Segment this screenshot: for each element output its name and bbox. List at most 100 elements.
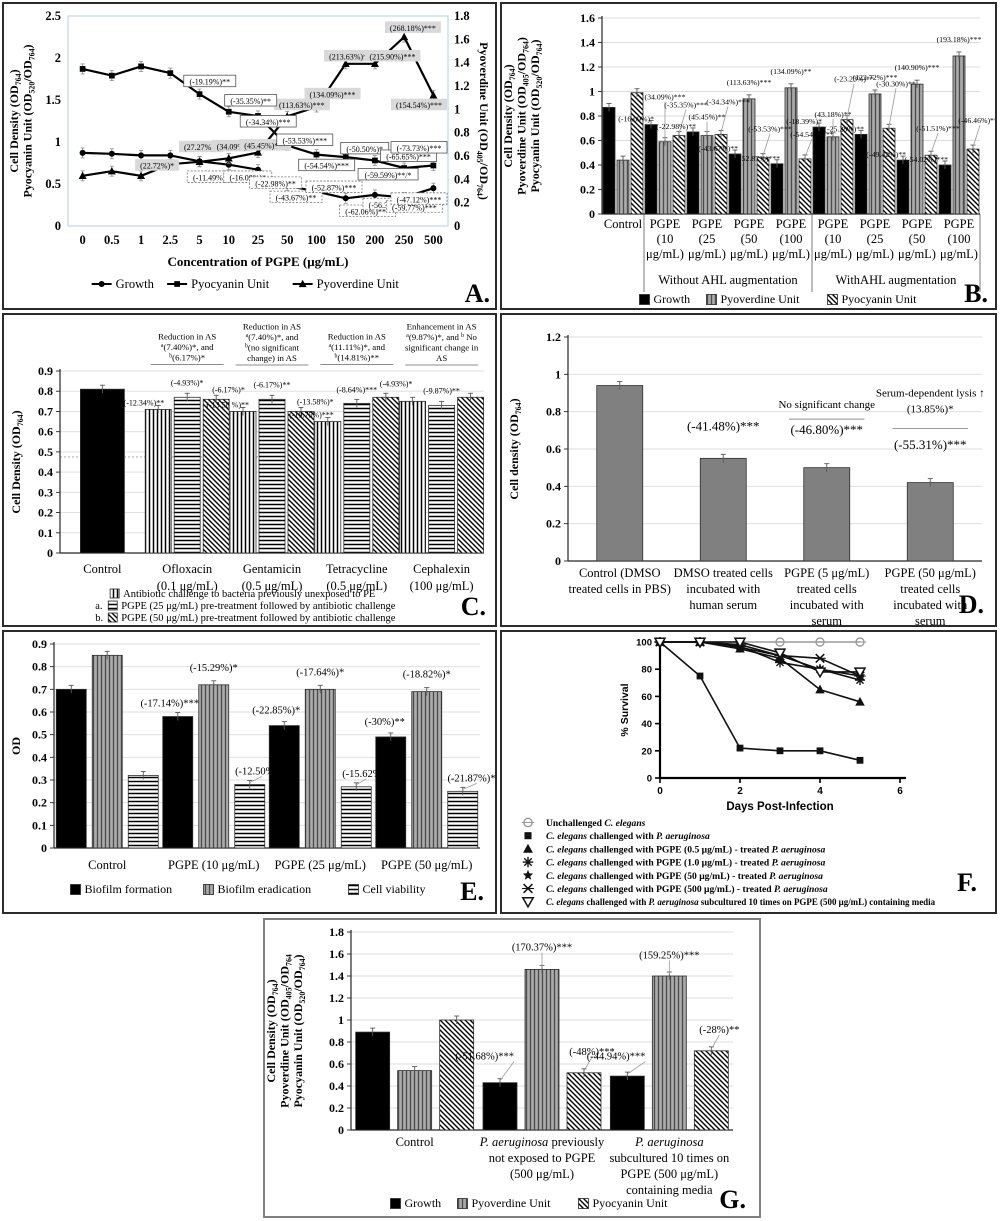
- svg-text:b(no significant: b(no significant: [245, 343, 300, 353]
- panel-G-chart: 0 0.2 0.4 0.6 0.8 1 1.2 1.4 1.6 1.8 Cell Density (…: [265, 925, 739, 1210]
- svg-text:a(7.40%)*, and: a(7.40%)*, and: [246, 332, 299, 342]
- svg-text:1.2: 1.2: [546, 330, 561, 344]
- panel-G-label: G.: [719, 1185, 746, 1214]
- svg-text:(-53.53%)***: (-53.53%)***: [282, 137, 327, 146]
- legend: Growth Pyocyanin Unit Pyoverdine Unit: [91, 277, 399, 291]
- svg-text:(-52.87%)***: (-52.87%)***: [736, 154, 780, 163]
- bars: [596, 381, 954, 562]
- y-axis-title: % Survival: [619, 683, 631, 736]
- svg-text:(154.54%)***: (154.54%)***: [396, 101, 442, 110]
- svg-text:0: 0: [647, 774, 652, 785]
- y-axis-title: Cell Density (OD764): [7, 69, 23, 172]
- svg-text:(-51.51%)***: (-51.51%)***: [916, 124, 960, 133]
- svg-text:(215.90%)***: (215.90%)***: [369, 53, 415, 62]
- panel-D-chart: 0 0.2 0.4 0.6 0.8 1 1.2 Cell density (OD764) (-4…: [507, 330, 985, 625]
- y-axis-title: Pyoverdine Unit (OD405/OD764): [515, 37, 531, 195]
- legend-row: Antibiotic challenge to bacteria previou…: [109, 588, 375, 600]
- panel-C: 0 0.1 0.2 0.3 0.4 0.5 0.6 0.7 0.8 0.9 Cell Density…: [2, 313, 497, 627]
- svg-text:0.4: 0.4: [329, 1079, 344, 1093]
- svg-text:a.: a.: [95, 601, 102, 612]
- svg-text:(500 μg/mL): (500 μg/mL): [510, 1167, 574, 1181]
- svg-text:P. aeruginosa: P. aeruginosa: [634, 1135, 704, 1149]
- x-axis-title: Concentration of PGPE (μg/mL): [167, 254, 348, 269]
- svg-text:0: 0: [454, 219, 460, 233]
- svg-text:(-6.17%)**: (-6.17%)**: [254, 380, 291, 389]
- panel-A: 0 0.5 1 1.5 2 2.5 0 0.2 0.4 0.6 0.8 1 1.2 1.4 1.6 1.8 0 0…: [2, 2, 497, 310]
- panel-D-label: D.: [958, 590, 984, 619]
- svg-text:Pyoverdine Unit: Pyoverdine Unit: [472, 1196, 552, 1210]
- svg-text:200: 200: [366, 233, 385, 247]
- svg-text:1.2: 1.2: [454, 79, 470, 93]
- survival-series: [656, 638, 864, 764]
- svg-text:(-8.64%)***: (-8.64%)***: [336, 385, 377, 394]
- panel-F: 0 20 40 60 80 100 0 2 4 6 Days Post-Infection % Sur…: [500, 630, 997, 914]
- svg-text:a(9.87%)*, and b No: a(9.87%)*, and b No: [406, 332, 477, 342]
- svg-text:(-18.82%)*: (-18.82%)*: [403, 670, 451, 681]
- svg-text:PGPE (5 μg/mL): PGPE (5 μg/mL): [784, 566, 869, 580]
- svg-text:0.6: 0.6: [38, 425, 53, 439]
- panel-G: 0 0.2 0.4 0.6 0.8 1 1.2 1.4 1.6 1.8 Cell Density (…: [263, 918, 761, 1218]
- svg-text:Control: Control: [83, 562, 122, 576]
- svg-text:(-51.68%)***: (-51.68%)***: [455, 1052, 514, 1063]
- svg-text:(-13.58 %)**: (-13.58 %)**: [206, 400, 249, 409]
- svg-text:μg/mL): μg/mL): [814, 247, 852, 261]
- svg-text:C. elegans challenged with P.: C. elegans challenged with P. aeruginosa…: [546, 897, 936, 907]
- svg-text:Reduction in AS: Reduction in AS: [243, 322, 301, 332]
- y-axis-title: Pyocyanin Unit (OD520/OD764): [21, 44, 37, 197]
- svg-text:(-73.73%)***: (-73.73%)***: [397, 144, 442, 153]
- axis-group-label: WithAHL augmentation: [836, 273, 958, 287]
- bars: [602, 51, 980, 215]
- svg-text:20: 20: [641, 746, 652, 757]
- svg-text:(-50.50%)*: (-50.50%)*: [346, 145, 383, 154]
- svg-text:(-13.58%)*: (-13.58%)*: [297, 397, 334, 406]
- svg-text:(-12.34%)**: (-12.34%)**: [124, 398, 165, 407]
- legend: Unchallenged C. elegans C. elegans challe…: [521, 817, 936, 909]
- svg-text:0.8: 0.8: [32, 660, 47, 674]
- svg-text:(-62.06%)***: (-62.06%)***: [345, 207, 390, 216]
- svg-text:(-17.14%)***: (-17.14%)***: [140, 699, 199, 710]
- svg-text:(100: (100: [780, 232, 803, 246]
- legend: Biofilm formation Biofilm eradication Cell…: [70, 882, 426, 896]
- panel-E: 0 0.1 0.2 0.3 0.4 0.5 0.6 0.7 0.8 0.9 OD (-17.14%)*…: [2, 630, 497, 914]
- panel-C-label: C.: [460, 592, 486, 621]
- svg-text:(-59.77%)***: (-59.77%)***: [392, 203, 437, 212]
- svg-text:PGPE: PGPE: [902, 217, 933, 231]
- svg-text:μg/mL): μg/mL): [856, 247, 894, 261]
- svg-text:AS: AS: [436, 353, 447, 363]
- y-axis-title: Cell Density (OD764): [9, 410, 25, 513]
- svg-text:Unchallenged C. elegans: Unchallenged C. elegans: [546, 818, 646, 829]
- svg-text:0.6: 0.6: [32, 705, 47, 719]
- svg-text:100: 100: [636, 638, 652, 649]
- svg-text:2.5: 2.5: [162, 233, 178, 247]
- svg-text:(0.5 μg/mL): (0.5 μg/mL): [242, 579, 303, 593]
- svg-text:Growth: Growth: [654, 292, 691, 306]
- svg-text:(-59.59%)**/*: (-59.59%)**/*: [365, 171, 412, 180]
- svg-text:0.5: 0.5: [104, 233, 120, 247]
- svg-text:Pyoverdine Unit: Pyoverdine Unit: [721, 292, 801, 306]
- svg-text:PGPE (10 μg/mL): PGPE (10 μg/mL): [168, 858, 259, 872]
- svg-text:(-65.65%)***: (-65.65%)***: [386, 152, 431, 161]
- svg-text:(-22.98%)**: (-22.98%)**: [656, 122, 696, 131]
- svg-text:treated cells in PBS): treated cells in PBS): [569, 582, 671, 596]
- svg-text:(50: (50: [909, 232, 926, 246]
- svg-text:0: 0: [657, 786, 663, 797]
- svg-text:incubated with: incubated with: [686, 582, 761, 596]
- svg-text:C. elegans challenged with PGP: C. elegans challenged with PGPE (500 μg/…: [546, 884, 828, 895]
- svg-text:human serum: human serum: [689, 598, 757, 612]
- svg-text:(134.09%)***: (134.09%)***: [310, 90, 356, 99]
- svg-text:(170.37%)***: (170.37%)***: [512, 943, 572, 954]
- svg-text:Reduction in AS: Reduction in AS: [158, 332, 216, 342]
- panel-F-chart: 0 20 40 60 80 100 0 2 4 6 Days Post-Infection % Sur…: [521, 636, 936, 909]
- svg-text:1.2: 1.2: [580, 60, 595, 74]
- svg-text:Control: Control: [88, 858, 127, 872]
- svg-text:(-15.29%)*: (-15.29%)*: [190, 663, 238, 674]
- svg-text:(-21.87%)***: (-21.87%)***: [447, 773, 495, 784]
- survival-series: [653, 637, 867, 679]
- svg-text:0.5: 0.5: [32, 728, 47, 742]
- svg-text:(-43.67%)**: (-43.67%)**: [698, 144, 738, 153]
- svg-text:Pyocyanin Unit: Pyocyanin Unit: [593, 1196, 669, 1210]
- svg-text:Control: Control: [604, 217, 643, 231]
- svg-text:0.6: 0.6: [580, 134, 595, 148]
- svg-text:60: 60: [641, 692, 652, 703]
- panel-E-label: E.: [460, 877, 484, 906]
